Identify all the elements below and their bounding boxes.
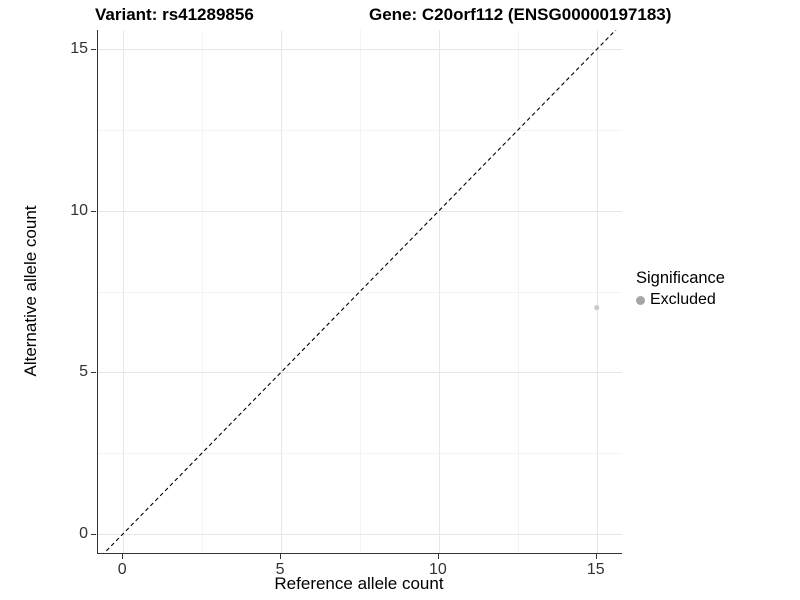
- y-tick-mark: [91, 210, 96, 212]
- y-tick-mark: [91, 49, 96, 51]
- gridline-y-major: [98, 372, 622, 374]
- x-tick-mark: [280, 554, 282, 559]
- y-tick-label: 15: [70, 40, 88, 58]
- x-tick-label: 0: [117, 561, 127, 578]
- x-tick-label: 15: [586, 561, 605, 578]
- legend: Significance Excluded: [636, 269, 725, 309]
- y-tick-mark: [91, 533, 96, 535]
- legend-point-icon: [636, 295, 645, 305]
- legend-entry-label: Excluded: [650, 291, 716, 308]
- plot-panel: [97, 30, 622, 554]
- variant-title: Variant: rs41289856: [95, 5, 254, 24]
- gridline-x-major: [281, 30, 283, 553]
- gridline-y-minor: [98, 452, 622, 454]
- x-tick-label: 10: [429, 561, 447, 578]
- gridline-x-major: [438, 30, 440, 553]
- gridline-y-major: [98, 210, 622, 212]
- y-tick-label: 0: [79, 524, 88, 542]
- legend-title: Significance: [636, 269, 725, 287]
- legend-entries: Excluded: [636, 291, 725, 309]
- y-tick-mark: [91, 372, 96, 374]
- gridline-y-major: [98, 49, 622, 51]
- y-tick-label: 10: [70, 201, 88, 219]
- gridline-y-major: [98, 533, 622, 535]
- y-axis-title: Alternative allele count: [21, 205, 40, 377]
- gene-title: Gene: C20orf112 (ENSG00000197183): [369, 5, 672, 24]
- identity-reference-line: [103, 30, 617, 553]
- data-point: [594, 305, 600, 311]
- x-tick-label: 5: [275, 561, 285, 578]
- gridline-x-major: [123, 30, 125, 553]
- gridline-y-minor: [98, 130, 622, 132]
- x-tick-mark: [437, 554, 439, 559]
- x-axis-title: Reference allele count: [274, 574, 444, 593]
- y-tick-label: 5: [79, 363, 88, 381]
- x-tick-mark: [595, 554, 597, 559]
- x-tick-mark: [122, 554, 124, 559]
- legend-entry: Excluded: [636, 291, 725, 309]
- gridline-y-minor: [98, 291, 622, 293]
- gridline-x-major: [596, 30, 598, 553]
- plot-geoms-svg: [103, 30, 617, 553]
